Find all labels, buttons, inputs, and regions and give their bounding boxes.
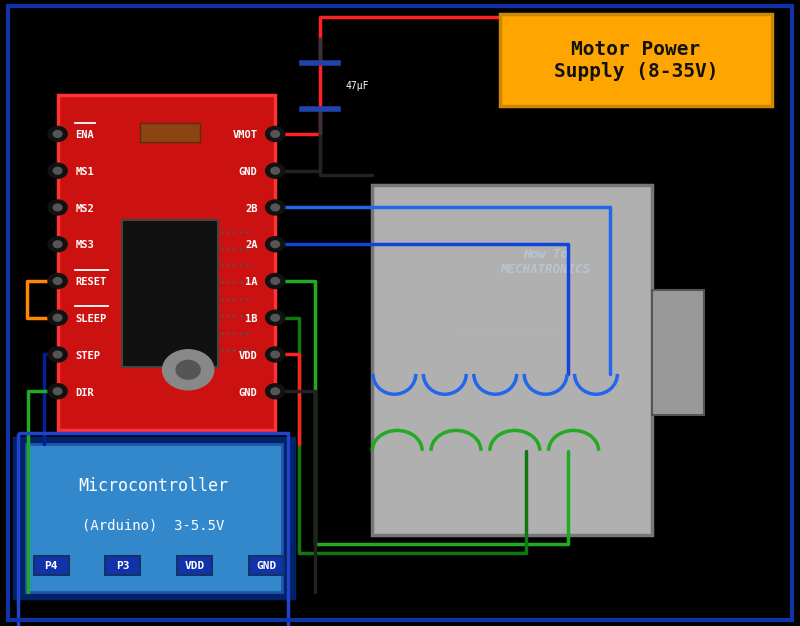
Circle shape — [54, 241, 62, 248]
Circle shape — [48, 347, 67, 362]
FancyBboxPatch shape — [652, 290, 704, 415]
FancyBboxPatch shape — [106, 557, 141, 575]
FancyBboxPatch shape — [500, 14, 772, 106]
Circle shape — [54, 277, 62, 284]
Text: How To
MECHATRONICS: How To MECHATRONICS — [501, 248, 590, 276]
FancyBboxPatch shape — [58, 95, 275, 430]
Circle shape — [271, 167, 279, 174]
Circle shape — [54, 314, 62, 321]
Circle shape — [266, 310, 285, 326]
Circle shape — [266, 274, 285, 289]
Circle shape — [271, 131, 279, 137]
Circle shape — [54, 388, 62, 394]
Circle shape — [271, 204, 279, 211]
Circle shape — [54, 131, 62, 137]
Circle shape — [48, 126, 67, 141]
Text: P4: P4 — [45, 561, 58, 571]
Text: 1A: 1A — [245, 277, 258, 287]
Text: VDD: VDD — [185, 561, 205, 571]
Text: MS1: MS1 — [75, 167, 94, 177]
FancyBboxPatch shape — [140, 123, 200, 142]
FancyBboxPatch shape — [249, 557, 284, 575]
Text: Motor Power
Supply (8-35V): Motor Power Supply (8-35V) — [554, 39, 718, 81]
Text: Microcontroller: Microcontroller — [78, 476, 229, 495]
Text: 1B: 1B — [245, 314, 258, 324]
Circle shape — [48, 274, 67, 289]
Circle shape — [271, 388, 279, 394]
FancyBboxPatch shape — [372, 185, 652, 535]
Text: RESET: RESET — [75, 277, 106, 287]
FancyBboxPatch shape — [177, 557, 212, 575]
Text: GND: GND — [239, 387, 258, 398]
Circle shape — [48, 310, 67, 326]
Circle shape — [266, 126, 285, 141]
Text: GND: GND — [239, 167, 258, 177]
Text: SLEEP: SLEEP — [75, 314, 106, 324]
Text: 47μF: 47μF — [346, 81, 369, 91]
Circle shape — [176, 361, 200, 379]
FancyBboxPatch shape — [14, 438, 294, 598]
Circle shape — [48, 384, 67, 399]
Text: 2A: 2A — [245, 240, 258, 250]
Text: (Arduino)  3-5.5V: (Arduino) 3-5.5V — [82, 518, 225, 532]
Text: GND: GND — [256, 561, 276, 571]
Text: VDD: VDD — [239, 351, 258, 361]
Circle shape — [48, 163, 67, 178]
FancyBboxPatch shape — [122, 220, 218, 367]
Text: MS3: MS3 — [75, 240, 94, 250]
Text: 2B: 2B — [245, 203, 258, 213]
Circle shape — [162, 350, 214, 390]
Circle shape — [266, 384, 285, 399]
Text: P3: P3 — [116, 561, 130, 571]
Circle shape — [266, 163, 285, 178]
Circle shape — [48, 200, 67, 215]
Circle shape — [266, 347, 285, 362]
Circle shape — [271, 241, 279, 248]
Text: STEP: STEP — [75, 351, 100, 361]
Circle shape — [271, 277, 279, 284]
Text: ENA: ENA — [75, 130, 94, 140]
Circle shape — [54, 204, 62, 211]
Text: VMOT: VMOT — [233, 130, 258, 140]
FancyBboxPatch shape — [26, 444, 282, 592]
Circle shape — [266, 237, 285, 252]
FancyBboxPatch shape — [34, 557, 69, 575]
Circle shape — [54, 351, 62, 358]
Text: MS2: MS2 — [75, 203, 94, 213]
Circle shape — [266, 200, 285, 215]
Circle shape — [271, 351, 279, 358]
Text: www.HowToMechatronics.com: www.HowToMechatronics.com — [459, 329, 565, 335]
Text: DIR: DIR — [75, 387, 94, 398]
Circle shape — [54, 167, 62, 174]
Circle shape — [271, 314, 279, 321]
Circle shape — [48, 237, 67, 252]
